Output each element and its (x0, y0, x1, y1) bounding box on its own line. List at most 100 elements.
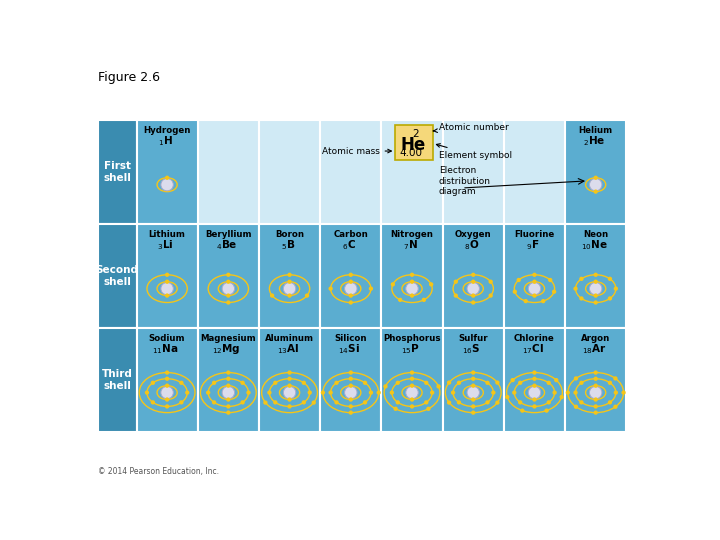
Circle shape (574, 404, 578, 409)
Text: Figure 2.6: Figure 2.6 (98, 71, 160, 84)
Circle shape (328, 390, 333, 395)
Circle shape (471, 383, 475, 388)
Circle shape (510, 378, 515, 382)
Circle shape (608, 381, 612, 385)
Circle shape (523, 299, 528, 303)
Circle shape (363, 400, 367, 404)
Circle shape (580, 276, 584, 281)
Text: Third
shell: Third shell (102, 369, 132, 391)
Text: Nitrogen: Nitrogen (390, 230, 433, 239)
Circle shape (544, 408, 549, 413)
Circle shape (593, 176, 598, 180)
Circle shape (593, 300, 598, 305)
Circle shape (471, 300, 475, 305)
Text: Helium: Helium (579, 126, 613, 134)
Circle shape (532, 280, 536, 284)
Circle shape (406, 387, 418, 399)
Text: Silicon: Silicon (335, 334, 367, 342)
Circle shape (287, 397, 292, 402)
Circle shape (410, 280, 414, 284)
Circle shape (593, 410, 598, 415)
Circle shape (395, 400, 400, 404)
Circle shape (593, 376, 598, 381)
Text: $_{14}$Si: $_{14}$Si (338, 342, 360, 356)
Text: $_{18}$Ar: $_{18}$Ar (582, 342, 606, 356)
Circle shape (165, 404, 169, 409)
Circle shape (377, 390, 381, 395)
Circle shape (590, 282, 602, 295)
Circle shape (165, 376, 169, 381)
Circle shape (212, 400, 216, 404)
Circle shape (305, 293, 309, 298)
Circle shape (422, 298, 426, 302)
Circle shape (593, 383, 598, 388)
Bar (504, 224, 565, 328)
Text: Argon: Argon (581, 334, 611, 342)
Circle shape (485, 400, 490, 404)
Circle shape (348, 293, 353, 298)
Circle shape (273, 381, 277, 385)
Circle shape (580, 381, 584, 385)
Circle shape (532, 397, 536, 402)
Circle shape (145, 390, 149, 395)
Circle shape (552, 390, 557, 395)
Text: Sulfur: Sulfur (459, 334, 488, 342)
Text: 2: 2 (412, 129, 419, 139)
Circle shape (593, 280, 598, 284)
Circle shape (287, 370, 292, 375)
Bar (382, 120, 443, 224)
Circle shape (226, 383, 230, 388)
Circle shape (471, 397, 475, 402)
Circle shape (226, 404, 230, 409)
Circle shape (226, 397, 230, 402)
Text: Atomic number: Atomic number (433, 124, 508, 132)
Circle shape (287, 280, 292, 284)
Bar (98, 120, 137, 224)
Circle shape (516, 278, 521, 282)
Circle shape (287, 383, 292, 388)
Circle shape (165, 383, 169, 388)
Bar (504, 120, 565, 224)
Circle shape (302, 381, 306, 385)
Circle shape (284, 387, 296, 399)
Bar (565, 224, 626, 328)
Circle shape (513, 289, 517, 294)
Text: 4.00: 4.00 (400, 148, 423, 158)
Circle shape (447, 380, 451, 384)
Text: $_{5}$B: $_{5}$B (281, 238, 295, 252)
Bar (320, 224, 382, 328)
Circle shape (471, 404, 475, 409)
Text: Sodium: Sodium (149, 334, 185, 342)
Circle shape (505, 395, 510, 399)
Circle shape (150, 381, 155, 385)
Circle shape (328, 287, 333, 291)
Circle shape (593, 404, 598, 409)
Circle shape (593, 370, 598, 375)
Circle shape (471, 410, 475, 415)
Circle shape (471, 370, 475, 375)
Circle shape (383, 384, 387, 389)
Bar (98, 328, 137, 432)
Bar (382, 224, 443, 328)
Circle shape (410, 376, 414, 381)
Circle shape (520, 408, 525, 413)
Circle shape (348, 280, 353, 284)
Circle shape (410, 397, 414, 402)
Circle shape (390, 390, 394, 395)
Circle shape (488, 280, 493, 284)
Circle shape (518, 381, 523, 385)
Circle shape (264, 401, 268, 405)
Circle shape (429, 282, 433, 287)
Bar (320, 328, 382, 432)
Circle shape (273, 400, 277, 404)
Circle shape (161, 387, 174, 399)
Circle shape (206, 390, 210, 395)
Circle shape (179, 400, 184, 404)
Circle shape (165, 176, 169, 180)
Text: Magnesium: Magnesium (201, 334, 256, 342)
Bar (137, 328, 198, 432)
Circle shape (410, 404, 414, 409)
Circle shape (574, 376, 578, 381)
Bar (259, 120, 320, 224)
Circle shape (345, 387, 357, 399)
